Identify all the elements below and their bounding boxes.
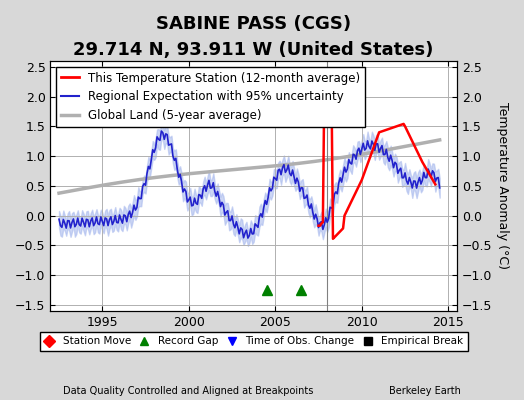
Text: Berkeley Earth: Berkeley Earth <box>389 386 461 396</box>
Regional Expectation with 95% uncertainty <box>245 236 251 240</box>
This Temperature Station (12-month average) <box>409 139 416 144</box>
This Temperature Station (12-month average) <box>350 195 356 200</box>
Line: Global Land (5-year average): Global Land (5-year average) <box>59 140 440 193</box>
Line: Regional Expectation with 95% uncertainty: Regional Expectation with 95% uncertaint… <box>59 131 440 238</box>
This Temperature Station (12-month average) <box>346 204 352 209</box>
Regional Expectation with 95% uncertainty <box>291 174 297 179</box>
Text: Data Quality Controlled and Aligned at Breakpoints: Data Quality Controlled and Aligned at B… <box>63 386 313 396</box>
Global Land (5-year average) <box>223 168 230 173</box>
Line: This Temperature Station (12-month average): This Temperature Station (12-month avera… <box>319 79 435 239</box>
This Temperature Station (12-month average) <box>432 182 439 187</box>
Regional Expectation with 95% uncertainty <box>158 129 165 134</box>
Regional Expectation with 95% uncertainty <box>56 217 62 222</box>
Global Land (5-year average) <box>56 191 62 196</box>
Regional Expectation with 95% uncertainty <box>210 180 216 185</box>
Title: SABINE PASS (CGS)
29.714 N, 93.911 W (United States): SABINE PASS (CGS) 29.714 N, 93.911 W (Un… <box>73 15 434 59</box>
Legend: Station Move, Record Gap, Time of Obs. Change, Empirical Break: Station Move, Record Gap, Time of Obs. C… <box>40 332 468 350</box>
This Temperature Station (12-month average) <box>373 138 379 143</box>
Global Land (5-year average) <box>288 162 294 167</box>
Global Land (5-year average) <box>436 138 443 142</box>
This Temperature Station (12-month average) <box>352 192 358 197</box>
This Temperature Station (12-month average) <box>315 223 322 228</box>
Regional Expectation with 95% uncertainty <box>412 179 418 184</box>
Y-axis label: Temperature Anomaly (°C): Temperature Anomaly (°C) <box>496 102 509 269</box>
Regional Expectation with 95% uncertainty <box>436 186 443 190</box>
Regional Expectation with 95% uncertainty <box>225 208 231 213</box>
Global Land (5-year average) <box>346 154 352 159</box>
This Temperature Station (12-month average) <box>412 145 418 150</box>
Global Land (5-year average) <box>409 143 416 148</box>
Regional Expectation with 95% uncertainty <box>417 175 423 180</box>
This Temperature Station (12-month average) <box>330 236 336 241</box>
Global Land (5-year average) <box>209 169 215 174</box>
This Temperature Station (12-month average) <box>324 76 330 81</box>
Regional Expectation with 95% uncertainty <box>348 162 355 166</box>
Global Land (5-year average) <box>413 142 420 147</box>
